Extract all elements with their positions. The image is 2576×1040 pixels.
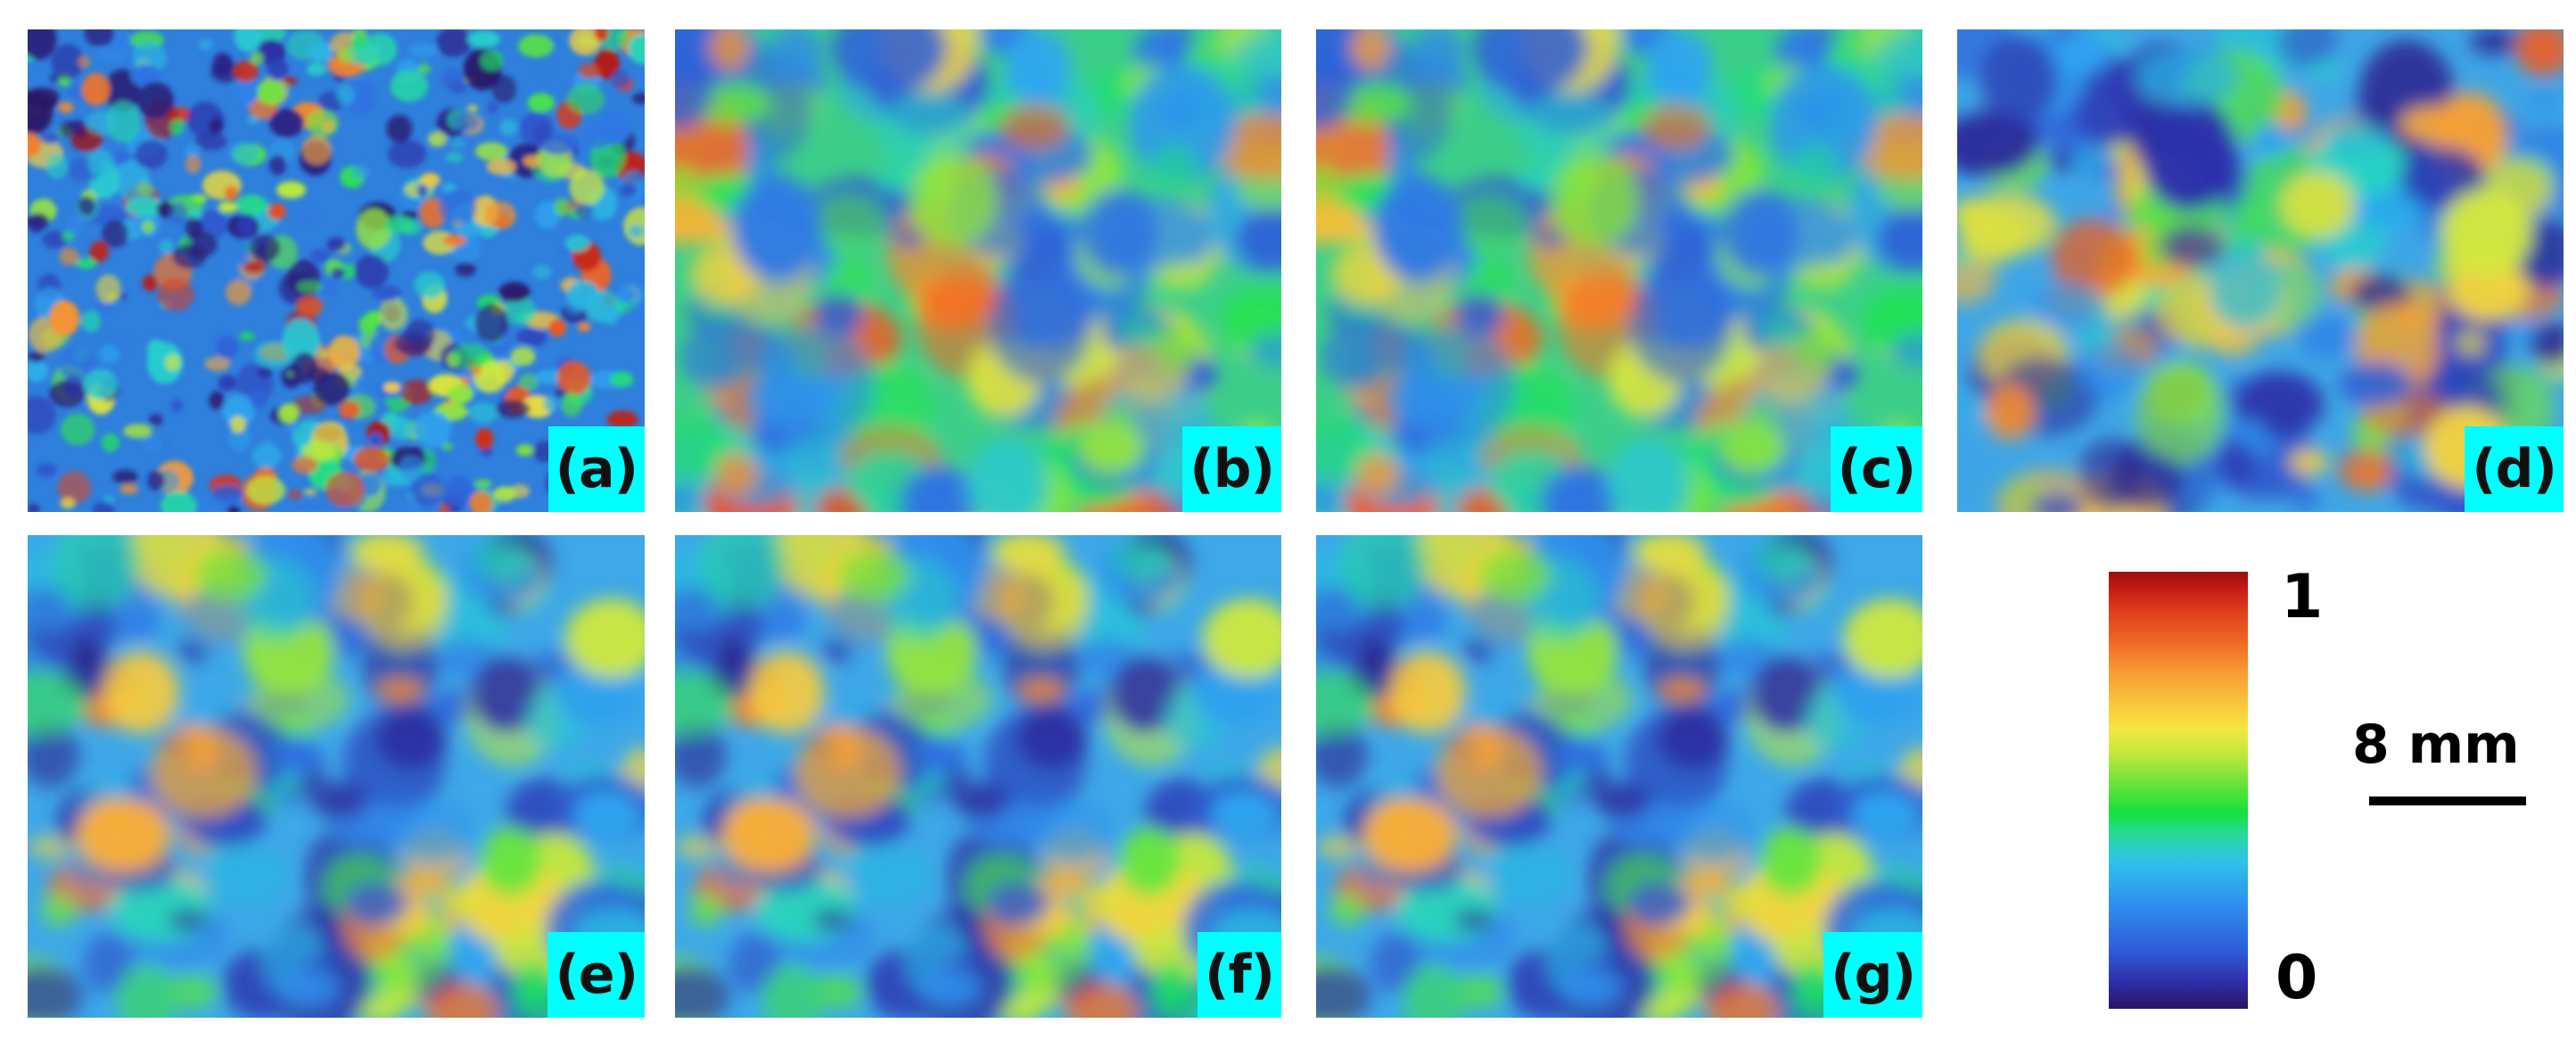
colorbar-max-label: 1: [2281, 562, 2324, 632]
scale-bar-label: 8 mm: [2352, 714, 2520, 776]
colorbar: [2109, 572, 2248, 1009]
map-panel-f: (f): [675, 535, 1281, 1018]
panel-label-b: (b): [1182, 426, 1281, 512]
intensity-map-a: [28, 29, 645, 512]
map-panel-a: (a): [28, 29, 645, 512]
intensity-map-f: [675, 535, 1281, 1018]
panel-label-a: (a): [547, 426, 645, 512]
scale-bar: [2369, 797, 2526, 805]
map-panel-g: (g): [1316, 535, 1922, 1018]
map-panel-d: (d): [1957, 29, 2564, 512]
map-panel-b: (b): [675, 29, 1281, 512]
panel-label-c: (c): [1830, 426, 1922, 512]
intensity-map-g: [1316, 535, 1922, 1018]
intensity-map-d: [1957, 29, 2564, 512]
panel-label-d: (d): [2465, 426, 2564, 512]
map-panel-e: (e): [28, 535, 645, 1018]
map-panel-c: (c): [1316, 29, 1922, 512]
intensity-map-c: [1316, 29, 1922, 512]
panel-label-e: (e): [547, 932, 645, 1018]
colorbar-min-label: 0: [2276, 943, 2318, 1013]
panel-label-f: (f): [1197, 932, 1281, 1018]
panel-label-g: (g): [1823, 932, 1922, 1018]
